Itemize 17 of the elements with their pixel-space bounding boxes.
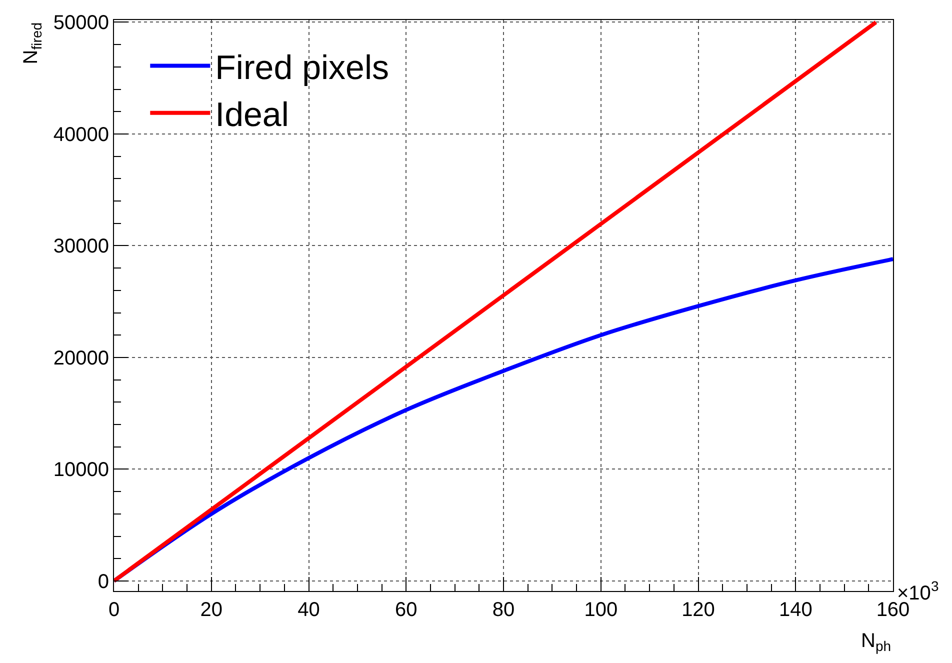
legend-label: Ideal [215, 96, 289, 134]
x-tick-label: 80 [492, 599, 515, 621]
x-tick-label: 140 [778, 599, 812, 621]
y-tick-label: 20000 [53, 347, 109, 370]
legend-label: Fired pixels [215, 48, 390, 87]
x-tick-label: 160 [876, 599, 910, 621]
x-tick-label: 20 [200, 599, 223, 621]
x-axis-title: N$_{ph}$ [861, 630, 892, 654]
y-tick-label: 40000 [53, 124, 109, 146]
y-tick-label: 50000 [53, 12, 109, 34]
y-tick-label: 0 [98, 570, 109, 593]
x-tick-label: 60 [395, 599, 418, 621]
y-tick-label: 10000 [53, 459, 109, 482]
y-tick-label: 30000 [53, 236, 109, 258]
x-tick-label: 100 [584, 599, 618, 621]
x-tick-label: 40 [298, 599, 320, 621]
x-tick-label: 120 [682, 599, 715, 621]
